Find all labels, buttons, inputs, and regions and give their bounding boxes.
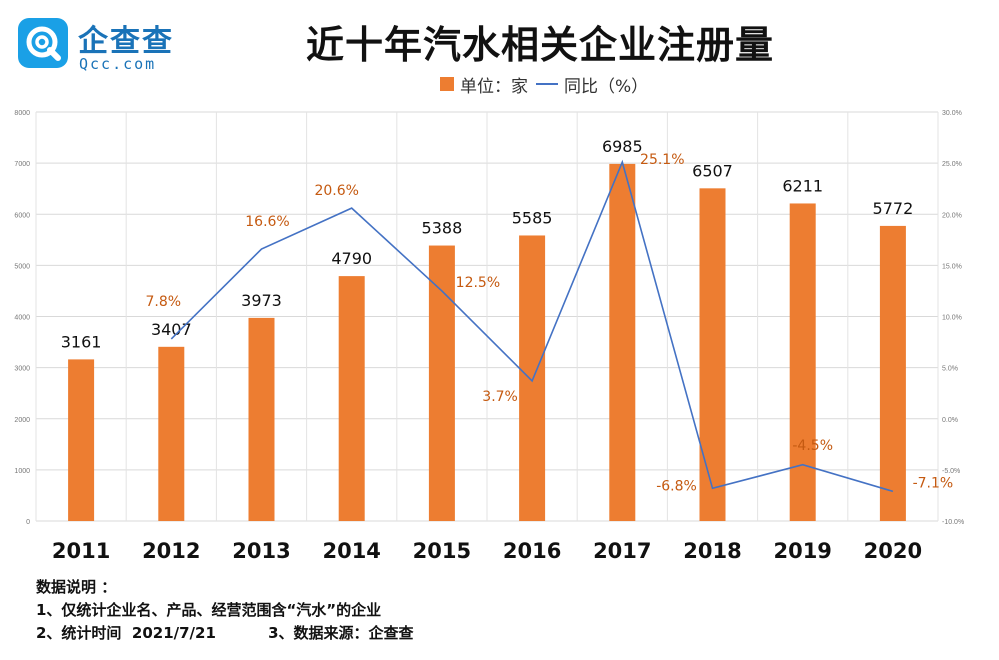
bar-value-label: 4790 — [331, 249, 372, 268]
notes-block: 数据说明 ： 1、仅统计企业名、产品、经营范围含“汽水”的企业 2、统计时间 2… — [36, 576, 414, 645]
bar-value-label: 5388 — [422, 219, 463, 238]
yoy-value-label: 7.8% — [146, 294, 182, 310]
bar-value-label: 6211 — [782, 176, 823, 195]
qcc-logo-icon — [18, 18, 68, 68]
x-tick-label: 2017 — [593, 539, 651, 563]
x-tick-label: 2011 — [52, 539, 110, 563]
x-tick-label: 2019 — [773, 539, 831, 563]
y-left-tick-label: 7000 — [14, 161, 30, 168]
y-right-tick-label: 20.0% — [942, 212, 962, 219]
x-tick-label: 2012 — [142, 539, 200, 563]
y-left-tick-label: 4000 — [14, 315, 30, 322]
bar-value-label: 3407 — [151, 320, 192, 339]
legend-line-label: 同比（%） — [564, 76, 649, 97]
bar-2018 — [699, 188, 726, 521]
bar-2015 — [428, 245, 455, 521]
y-left-tick-label: 5000 — [14, 263, 30, 270]
yoy-value-label: 25.1% — [640, 152, 684, 168]
x-tick-label: 2014 — [322, 539, 380, 563]
qcc-logo: 企查查 Qcc.com — [18, 14, 188, 74]
yoy-value-label: -6.8% — [656, 478, 697, 494]
yoy-value-label: 3.7% — [482, 389, 518, 405]
x-tick-label: 2018 — [683, 539, 741, 563]
yoy-value-label: -4.5% — [792, 438, 833, 454]
yoy-line — [170, 159, 894, 493]
y-right-tick-label: 15.0% — [942, 263, 962, 270]
y-right-tick-label: 30.0% — [942, 110, 962, 117]
y-left-tick-label: 1000 — [14, 468, 30, 475]
yoy-value-label: 20.6% — [314, 183, 358, 199]
y-left-tick-label: 8000 — [14, 110, 30, 117]
bar-2012 — [158, 346, 185, 521]
x-tick-label: 2016 — [503, 539, 561, 563]
notes-line-1: 1、仅统计企业名、产品、经营范围含“汽水”的企业 — [36, 601, 382, 619]
y-left-tick-label: 2000 — [14, 417, 30, 424]
notes-line-2: 2、统计时间 2021/7/21 3、数据来源：企查查 — [36, 624, 414, 642]
bar-value-label: 5772 — [873, 199, 914, 218]
y-left-tick-label: 3000 — [14, 366, 30, 373]
legend-line-swatch — [536, 83, 558, 85]
notes-heading: 数据说明 ： — [36, 578, 117, 596]
yoy-value-label: 12.5% — [456, 275, 500, 291]
bar-value-label: 6985 — [602, 137, 643, 156]
bar-value-label: 3161 — [61, 332, 102, 351]
bar-value-label: 5585 — [512, 208, 553, 227]
y-right-tick-label: -5.0% — [942, 468, 960, 475]
y-right-tick-label: 25.0% — [942, 161, 962, 168]
y-right-tick-label: 0.0% — [942, 417, 958, 424]
y-right-tick-label: -10.0% — [942, 519, 964, 526]
x-tick-label: 2015 — [413, 539, 471, 563]
bar-2016 — [519, 235, 546, 522]
bar-2017 — [609, 163, 636, 521]
bar-2013 — [248, 317, 275, 521]
bar-2019 — [789, 203, 816, 521]
x-tick-label: 2020 — [864, 539, 922, 563]
bar-value-label: 6507 — [692, 161, 733, 180]
y-right-tick-label: 5.0% — [942, 366, 958, 373]
bar-2011 — [68, 359, 95, 521]
logo-domain: Qcc.com — [79, 55, 157, 73]
y-right-tick-label: 10.0% — [942, 315, 962, 322]
y-left-tick-label: 0 — [26, 519, 30, 526]
bar-value-label: 3973 — [241, 291, 282, 310]
chart-legend: 单位：家 同比（%） — [440, 72, 649, 97]
yoy-value-label: 16.6% — [245, 214, 289, 230]
yoy-value-label: -7.1% — [913, 475, 954, 491]
bar-2014 — [338, 276, 365, 521]
chart-title: 近十年汽水相关企业注册量 — [305, 23, 774, 67]
logo-name: 企查查 — [78, 24, 174, 59]
legend-bar-label: 单位：家 — [460, 76, 528, 97]
x-tick-label: 2013 — [232, 539, 290, 563]
legend-bar-swatch — [440, 77, 454, 91]
bar-2020 — [879, 225, 906, 521]
y-left-tick-label: 6000 — [14, 212, 30, 219]
chart-canvas: 0 1000 2000 3000 4000 5000 6000 7000 8000 -10.0% -… — [14, 110, 964, 563]
